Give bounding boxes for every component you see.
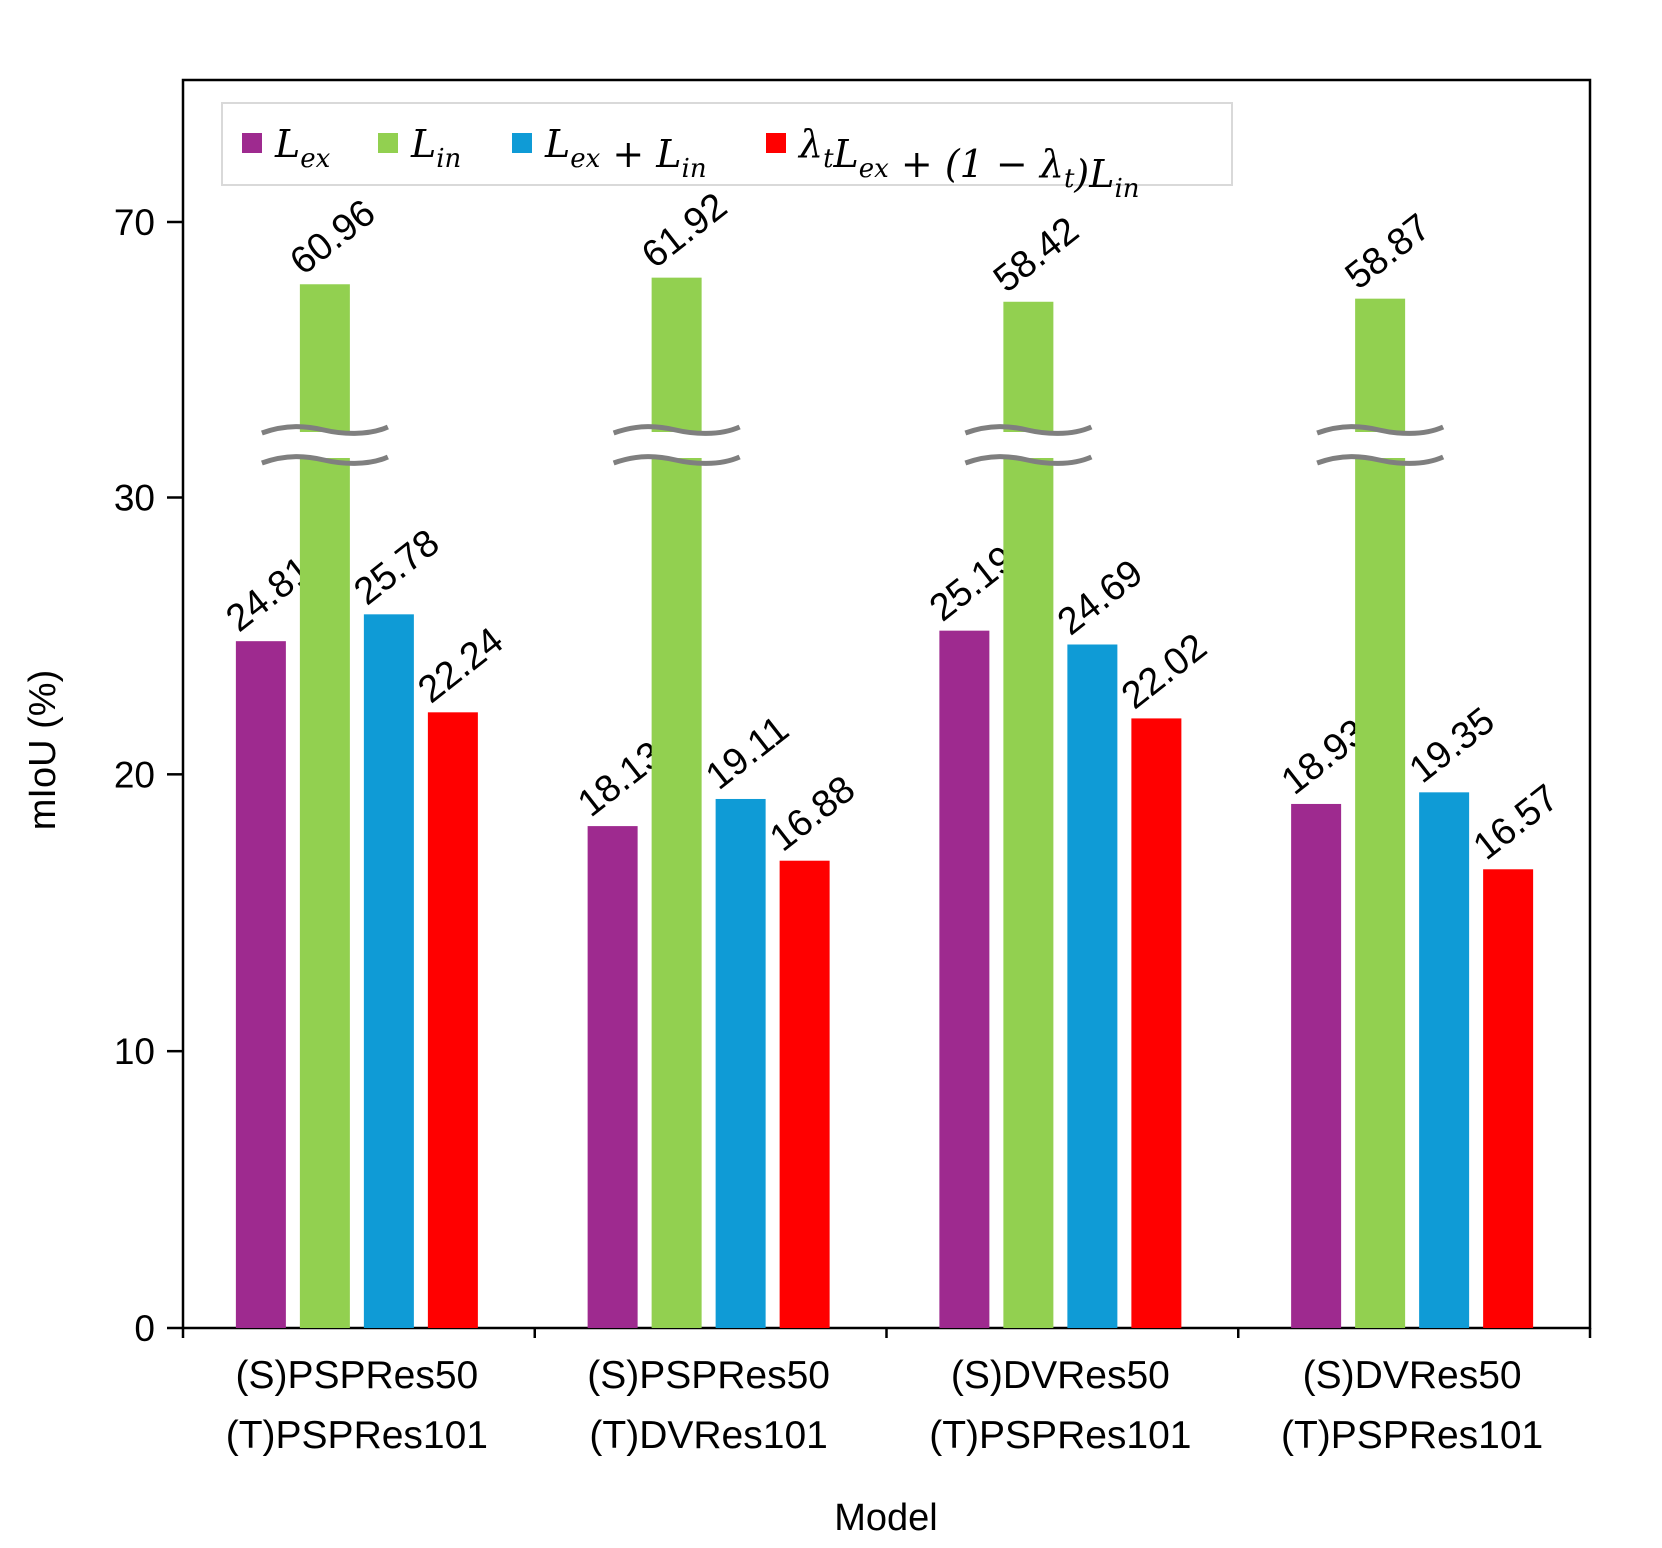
x-category-label-line2: (T)PSPRes101 — [226, 1414, 488, 1457]
x-category-label-line2: (T)PSPRes101 — [929, 1414, 1191, 1457]
bar-series3-cat2 — [715, 798, 766, 1328]
x-category-label-line1: (S)PSPRes50 — [587, 1354, 830, 1397]
bar-series1-cat4 — [1291, 803, 1342, 1328]
legend-swatch-series2 — [378, 133, 398, 153]
data-label-series4-cat3: 22.02 — [1114, 626, 1215, 718]
legend-swatch-series4 — [766, 133, 786, 153]
axis-break-gap — [298, 432, 351, 458]
axis-break-line — [612, 454, 741, 466]
data-label-series3-cat3: 24.69 — [1050, 552, 1151, 644]
axis-break-gap — [1354, 432, 1407, 458]
data-label-series3-cat1: 25.78 — [347, 522, 448, 614]
axis-break-line — [261, 454, 389, 466]
data-label-series4-cat1: 22.24 — [411, 620, 512, 712]
bar-series3-cat4 — [1419, 792, 1470, 1328]
x-category-label-line2: (T)PSPRes101 — [1281, 1414, 1543, 1457]
x-axis-title: Model — [834, 1497, 938, 1539]
axis-break-gap — [1002, 432, 1055, 458]
legend-label-series1: Lex — [274, 122, 331, 174]
data-label-series4-cat4: 16.57 — [1466, 777, 1567, 869]
x-category-label-line1: (S)DVRes50 — [951, 1354, 1170, 1397]
bar-series2-cat3 — [1003, 301, 1054, 1328]
x-category-label-line2: (T)DVRes101 — [589, 1414, 827, 1457]
data-label-series3-cat4: 19.35 — [1402, 700, 1503, 792]
x-category-label-line1: (S)DVRes50 — [1303, 1354, 1522, 1397]
bar-series1-cat3 — [939, 630, 990, 1328]
axis-break-line — [964, 454, 1093, 466]
bar-series4-cat4 — [1483, 869, 1534, 1328]
legend-label-series2: Lin — [410, 122, 461, 174]
y-tick-label: 20 — [114, 754, 155, 795]
axis-break-line — [1316, 424, 1445, 436]
bar-series1-cat2 — [587, 826, 638, 1328]
y-tick-label: 10 — [114, 1031, 155, 1072]
legend-label-series4: λtLex + (1 − λt)Lin — [797, 122, 1140, 204]
bar-series2-cat4 — [1355, 298, 1406, 1329]
bar-series4-cat2 — [779, 860, 830, 1328]
axis-break-line — [612, 424, 741, 436]
data-label-series2-cat2: 61.92 — [634, 185, 735, 277]
data-label-series2-cat1: 60.96 — [283, 192, 384, 284]
y-axis-title: mIoU (%) — [22, 670, 64, 830]
bar-series3-cat3 — [1067, 644, 1118, 1328]
axis-break-line — [1316, 454, 1445, 466]
bar-series4-cat1 — [427, 712, 478, 1328]
y-tick-label: 30 — [114, 478, 155, 519]
legend-swatch-series1 — [242, 133, 262, 153]
data-label-series2-cat4: 58.87 — [1338, 206, 1439, 298]
y-tick-label: 0 — [134, 1308, 155, 1349]
axis-break-gap — [650, 432, 703, 458]
bar-series4-cat3 — [1131, 718, 1182, 1328]
bar-series1-cat1 — [235, 641, 286, 1328]
data-label-series4-cat2: 16.88 — [762, 768, 863, 860]
data-label-series3-cat2: 19.11 — [698, 708, 797, 798]
bar-series3-cat1 — [363, 614, 414, 1328]
legend-label-series3: Lex + Lin — [544, 122, 707, 184]
axis-break-line — [261, 424, 389, 436]
y-tick-label: 70 — [114, 202, 155, 243]
data-label-series2-cat3: 58.42 — [986, 209, 1087, 301]
axis-break-line — [964, 424, 1093, 436]
legend-swatch-series3 — [512, 133, 532, 153]
x-category-label-line1: (S)PSPRes50 — [235, 1354, 478, 1397]
